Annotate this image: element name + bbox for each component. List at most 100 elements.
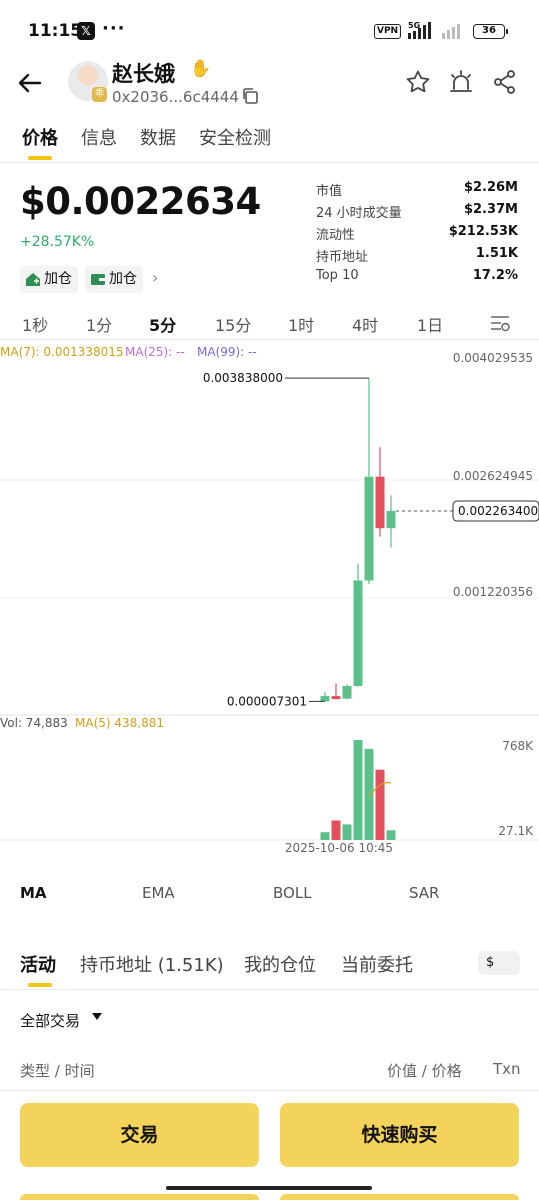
candle-body <box>353 580 363 686</box>
share-icon[interactable] <box>492 69 518 95</box>
interval-4h[interactable]: 4时 <box>352 316 379 335</box>
add-position-chip-2[interactable]: 加仓 <box>85 266 143 293</box>
interval-selector: 1秒 1分 5分 15分 1时 4时 1日 <box>0 308 539 340</box>
y-tick-mid: 0.002624945 <box>453 469 533 483</box>
annotation-group: 0.003838000 0.000007301 0.002263400 2025… <box>203 371 539 855</box>
tab-open-orders[interactable]: 当前委托 <box>341 955 413 976</box>
volume-bar <box>353 740 363 840</box>
current-price-box <box>452 500 539 522</box>
interval-1d[interactable]: 1日 <box>417 316 444 335</box>
interval-1m[interactable]: 1分 <box>86 316 113 335</box>
interval-15m[interactable]: 15分 <box>215 316 252 335</box>
candle-body <box>375 476 385 529</box>
interval-1s[interactable]: 1秒 <box>22 316 49 335</box>
chip-label: 加仓 <box>44 271 72 287</box>
currency-toggle[interactable]: $ <box>478 951 520 975</box>
candle-body <box>342 685 352 699</box>
favorite-star-icon[interactable] <box>405 69 431 95</box>
chain-badge-icon: 乖 <box>92 87 107 102</box>
waving-hand-icon: ✋ <box>190 59 212 79</box>
price-alert-icon[interactable] <box>448 69 474 95</box>
volume-tick-high: 768K <box>502 739 534 753</box>
home-indicator <box>166 1186 372 1190</box>
stat-row: 流动性 $212.53K <box>316 222 520 244</box>
back-arrow-icon[interactable] <box>16 69 44 97</box>
token-header: 乖 赵长娥 ✋ 0x2036...6c4444 <box>0 55 539 115</box>
stat-row: 持币地址 1.51K <box>316 244 520 266</box>
stat-label: 持币地址 <box>316 250 369 265</box>
active-tab-indicator <box>28 983 52 987</box>
chevron-right-icon[interactable]: › <box>152 268 159 287</box>
trade-filter-dropdown[interactable]: 全部交易 <box>20 1012 81 1030</box>
add-position-chip-1[interactable]: 加仓 <box>20 266 78 293</box>
indicator-boll[interactable]: BOLL <box>273 884 312 902</box>
volume-bar <box>364 748 374 840</box>
stat-value: 17.2% <box>472 268 518 283</box>
activity-tabs: 活动 持币地址 (1.51K) 我的仓位 当前委托 $ <box>0 945 539 990</box>
action-bar: 交易 快速购买 <box>0 1090 539 1200</box>
tab-price[interactable]: 价格 <box>22 128 58 149</box>
contract-address: 0x2036...6c4444 <box>112 88 239 106</box>
candle-body <box>386 511 396 529</box>
ma99-label: MA(99): -- <box>197 345 257 359</box>
volume-group <box>320 740 396 840</box>
stat-value: $2.37M <box>463 202 518 217</box>
stat-value: $2.26M <box>463 180 518 195</box>
current-price-tag: 0.002263400 <box>458 504 538 518</box>
quick-buy-button[interactable]: 快速购买 <box>280 1103 519 1167</box>
volume-bar <box>342 824 352 840</box>
volume-ma-label: MA(5) 438,881 <box>75 716 164 730</box>
signal-icon: 5G <box>408 21 466 41</box>
house-plus-icon <box>26 273 40 286</box>
header-txn: Txn <box>493 1060 521 1078</box>
volume-bar <box>375 769 385 840</box>
tab-holders[interactable]: 持币地址 (1.51K) <box>80 955 224 976</box>
button-peek <box>280 1194 519 1200</box>
status-time: 11:15 <box>28 21 83 41</box>
interval-1h[interactable]: 1时 <box>288 316 315 335</box>
chip-label: 加仓 <box>109 271 137 287</box>
chart-settings-icon[interactable] <box>489 312 511 334</box>
tab-activity[interactable]: 活动 <box>20 955 56 976</box>
max-price-label: 0.003838000 <box>203 371 283 385</box>
market-stats: 市值 $2.26M 24 小时成交量 $2.37M 流动性 $212.53K 持币地址… <box>316 178 520 288</box>
volume-label: Vol: 74,883 <box>0 716 68 730</box>
stat-value: 1.51K <box>475 246 518 261</box>
stat-label: 流动性 <box>316 228 356 243</box>
header-value-price: 价值 / 价格 <box>387 1062 462 1080</box>
ma7-label: MA(7): 0.001338015 <box>0 345 124 359</box>
min-price-label: 0.000007301 <box>227 694 307 708</box>
candle-body <box>320 696 330 702</box>
tab-my-position[interactable]: 我的仓位 <box>244 955 316 976</box>
stat-label: 24 小时成交量 <box>316 206 402 221</box>
indicator-tabs: MA EMA BOLL SAR <box>0 880 539 910</box>
stat-label: 市值 <box>316 184 343 199</box>
copy-icon[interactable] <box>241 87 259 105</box>
volume-bar <box>320 832 330 840</box>
indicator-ema[interactable]: EMA <box>142 884 175 902</box>
more-notifications-icon: ··· <box>102 18 126 39</box>
caret-down-icon[interactable] <box>92 1013 102 1020</box>
tab-security[interactable]: 安全检测 <box>199 128 271 149</box>
price-change: +28.57K% <box>20 234 95 250</box>
stat-row: Top 10 17.2% <box>316 266 520 288</box>
wallet-icon <box>91 274 105 285</box>
tab-data[interactable]: 数据 <box>140 128 176 149</box>
vpn-icon: VPN <box>374 24 402 39</box>
candlestick-chart[interactable]: 0.004029535 0.002624945 0.001220356 Vol:… <box>0 340 539 860</box>
candle-body <box>364 476 374 581</box>
y-tick-top: 0.004029535 <box>453 351 533 365</box>
volume-bar <box>331 820 341 840</box>
battery-icon: 36 <box>473 24 508 39</box>
interval-5m[interactable]: 5分 <box>149 316 177 335</box>
x-app-icon: 𝕏 <box>77 22 95 40</box>
token-name: 赵长娥 <box>112 62 175 86</box>
current-price: $0.0022634 <box>20 180 261 223</box>
tab-info[interactable]: 信息 <box>81 128 117 149</box>
trade-button[interactable]: 交易 <box>20 1103 259 1167</box>
candle-group <box>320 378 396 702</box>
volume-tick-low: 27.1K <box>498 824 534 838</box>
indicator-ma[interactable]: MA <box>20 884 47 902</box>
status-bar: 11:15 𝕏 ··· VPN 5G 36 <box>0 0 539 62</box>
indicator-sar[interactable]: SAR <box>409 884 440 902</box>
